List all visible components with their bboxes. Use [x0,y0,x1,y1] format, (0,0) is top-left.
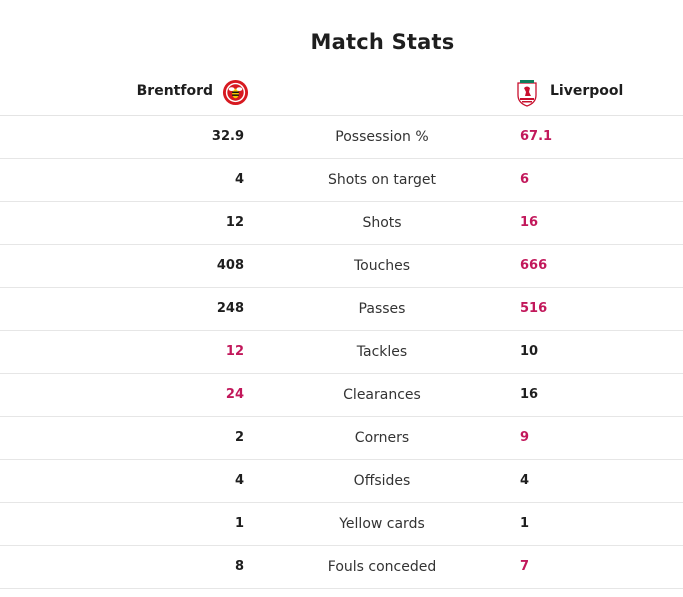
stat-row-passes: 248 Passes 516 [0,288,683,331]
stat-label: Offsides [353,473,411,489]
stats-table: 32.9 Possession % 67.1 4 Shots on target… [0,116,683,589]
stat-row-shots: 12 Shots 16 [0,202,683,245]
away-stat-value: 6 [520,172,530,187]
page-title: Match Stats [310,30,455,54]
stat-row-yellow-cards: 1 Yellow cards 1 [0,503,683,546]
brentford-bee-crest-icon[interactable] [222,79,249,106]
stat-row-touches: 408 Touches 666 [0,245,683,288]
stat-row-corners: 2 Corners 9 [0,417,683,460]
stat-label: Fouls conceded [327,559,437,575]
away-stat-value: 1 [520,516,530,531]
home-team-name[interactable]: Brentford [136,83,213,99]
stat-row-possession: 32.9 Possession % 67.1 [0,116,683,159]
stat-label: Possession % [335,129,429,145]
away-stat-value: 9 [520,430,530,445]
away-stat-value: 7 [520,559,530,574]
home-stat-value: 1 [234,516,244,531]
stat-row-tackles: 12 Tackles 10 [0,331,683,374]
home-stat-value: 248 [216,301,244,316]
stat-label: Tackles [356,344,408,360]
away-stat-value: 666 [520,258,548,273]
stat-label: Clearances [343,387,421,403]
home-stat-value: 2 [234,430,244,445]
stat-label: Shots on target [327,172,436,188]
home-stat-value: 24 [225,387,244,402]
home-stat-value: 4 [234,172,244,187]
stat-label: Passes [358,301,406,317]
away-team-name[interactable]: Liverpool [550,83,624,99]
stat-label: Corners [354,430,410,446]
home-stat-value: 12 [225,215,244,230]
liverpool-liverbird-crest-icon[interactable] [516,79,538,107]
away-stat-value: 16 [520,387,539,402]
away-stat-value: 10 [520,344,539,359]
stat-row-fouls-conceded: 8 Fouls conceded 7 [0,546,683,589]
teams-header: Brentford Liverpool [0,74,683,114]
away-stat-value: 4 [520,473,530,488]
stat-row-offsides: 4 Offsides 4 [0,460,683,503]
away-stat-value: 16 [520,215,539,230]
stat-label: Shots [362,215,402,231]
stat-label: Touches [353,258,411,274]
home-stat-value: 12 [225,344,244,359]
home-stat-value: 408 [216,258,244,273]
away-stat-value: 67.1 [520,129,553,144]
home-stat-value: 8 [234,559,244,574]
home-stat-value: 4 [234,473,244,488]
home-stat-value: 32.9 [211,129,244,144]
away-stat-value: 516 [520,301,548,316]
stat-row-shots-on-target: 4 Shots on target 6 [0,159,683,202]
stat-row-clearances: 24 Clearances 16 [0,374,683,417]
header-divider [0,115,683,116]
stat-label: Yellow cards [339,516,425,532]
